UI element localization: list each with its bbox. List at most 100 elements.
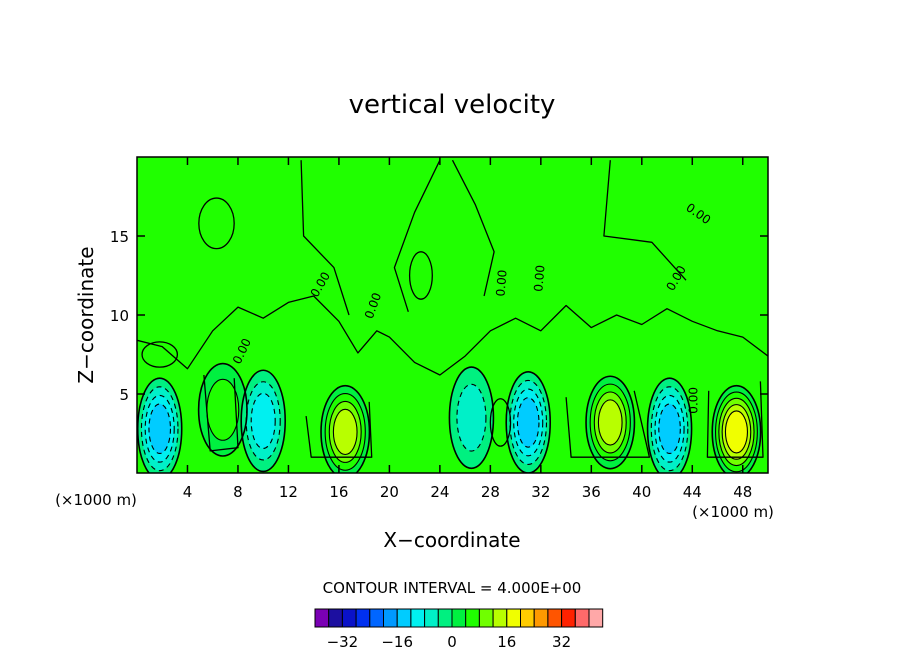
downdraft-contour-line [646, 377, 693, 473]
updraft-contour-line [585, 375, 636, 470]
colorbar-swatch [328, 608, 343, 628]
zero-contour-line [603, 160, 687, 281]
colorbar-tick-label: 0 [447, 633, 457, 651]
updraft-contour-line [332, 408, 358, 456]
downdraft-contour-line [513, 388, 544, 457]
x-tick-label: 48 [733, 483, 752, 501]
downdraft-contour-line [245, 381, 281, 461]
colorbar-swatch [533, 608, 549, 628]
downdraft-contour-line [654, 394, 685, 463]
colorbar-tick-label: 16 [497, 633, 516, 651]
downdraft-contour-line [240, 369, 287, 473]
zero-contour-loop [489, 398, 512, 447]
x-tick-label: 36 [582, 483, 601, 501]
downdraft-contour-line [448, 366, 495, 470]
zero-contour-loop [408, 251, 433, 300]
colorbar-swatch [410, 608, 426, 628]
colorbar-swatch [588, 608, 604, 628]
downdraft-fill-ring [251, 393, 276, 449]
colorbar-swatch [424, 608, 439, 628]
y-axis-ticks: 5 10 15 [110, 228, 768, 404]
zero-contour-loop [141, 341, 179, 368]
x-tick-label: 40 [632, 483, 651, 501]
x-axis-label: X−coordinate [383, 528, 520, 552]
x-unit-label-left: (×1000 m) [55, 491, 137, 509]
downdraft-contour-line [456, 383, 487, 452]
colorbar-swatch [314, 608, 330, 628]
zero-contour-line [137, 295, 768, 376]
colorbar-tick-label: 32 [552, 633, 571, 651]
colorbar-swatch [465, 608, 480, 628]
downdraft-contour-line [509, 379, 548, 465]
updraft-contour-line [718, 397, 755, 467]
updraft-contour-line [714, 391, 758, 473]
updraft-contour-line [328, 400, 362, 463]
colorbar-swatch [437, 608, 453, 628]
colorbar-swatch [355, 608, 371, 628]
x-tick-label: 20 [380, 483, 399, 501]
x-unit-label-right: (×1000 m) [692, 503, 774, 521]
plot-area: 0.000.000.000.00 0.00 0.000.000.00 [137, 157, 768, 473]
zero-contour-label: 0.00 [493, 269, 509, 297]
colorbar-swatch [574, 608, 590, 628]
zero-contour-line [565, 390, 651, 458]
chart-title: vertical velocity [349, 90, 556, 120]
updraft-fill-ring [598, 399, 623, 446]
colorbar-swatch [341, 608, 357, 628]
colorbar-swatch [369, 608, 384, 628]
x-tick-label: 4 [183, 483, 193, 501]
updraft-contour-line [324, 393, 366, 471]
zero-contour-loop [198, 197, 235, 250]
zero-contour-label: 0.00 [531, 264, 547, 292]
colorbar-tick-label: −16 [381, 633, 413, 651]
downdraft-contour-line [516, 397, 540, 448]
updraft-contour-line [589, 383, 631, 462]
x-tick-label: 16 [329, 483, 348, 501]
contour-lines [137, 159, 768, 473]
colorbar-swatch [506, 608, 521, 628]
downdraft-contour-line [140, 386, 179, 472]
zero-contour-line [393, 159, 441, 312]
downdraft-contour-line [144, 394, 175, 463]
y-tick-label: 15 [110, 228, 129, 246]
downdraft-contour-line [650, 386, 689, 472]
colorbar-swatch [451, 608, 467, 628]
colorbar-swatch [547, 608, 563, 628]
colorbar [314, 608, 604, 628]
x-tick-label: 8 [233, 483, 243, 501]
downdraft-fill-ring [658, 404, 681, 454]
colorbar-swatch [396, 608, 412, 628]
zero-contour-line [706, 381, 764, 458]
zero-contour-label: 0.00 [686, 387, 700, 414]
colorbar-tick-label: −32 [327, 633, 359, 651]
x-tick-label: 12 [279, 483, 298, 501]
updraft-fill-ring [206, 379, 239, 441]
colorbar-swatch [520, 608, 535, 628]
updraft-contour-line [711, 384, 762, 473]
downdraft-fill-ring [517, 397, 539, 448]
x-tick-label: 44 [683, 483, 702, 501]
updraft-contour-line [721, 404, 752, 460]
x-tick-label: 24 [430, 483, 449, 501]
downdraft-contour-line [658, 403, 681, 455]
colorbar-tick-labels: −32 −16 0 16 32 [327, 633, 572, 651]
zero-contour-line [451, 159, 495, 297]
x-tick-label: 28 [481, 483, 500, 501]
downdraft-contour-line [148, 403, 172, 455]
zero-contour-line [300, 160, 350, 316]
updraft-contour-line [593, 391, 627, 454]
updraft-contour-line [724, 410, 749, 454]
updraft-fill-ring [333, 409, 358, 455]
zero-contour-line [203, 374, 239, 452]
x-tick-label: 32 [531, 483, 550, 501]
contour-interval-label: CONTOUR INTERVAL = 4.000E+00 [323, 579, 582, 597]
y-axis-label: Z−coordinate [74, 246, 98, 383]
downdraft-fill-ring [148, 404, 171, 454]
downdraft-contour-line [505, 371, 552, 473]
updraft-fill-ring [725, 410, 748, 453]
y-tick-label: 5 [119, 386, 129, 404]
downdraft-fill-ring [456, 384, 486, 452]
updraft-contour-line [320, 384, 371, 473]
y-tick-label: 10 [110, 307, 129, 325]
